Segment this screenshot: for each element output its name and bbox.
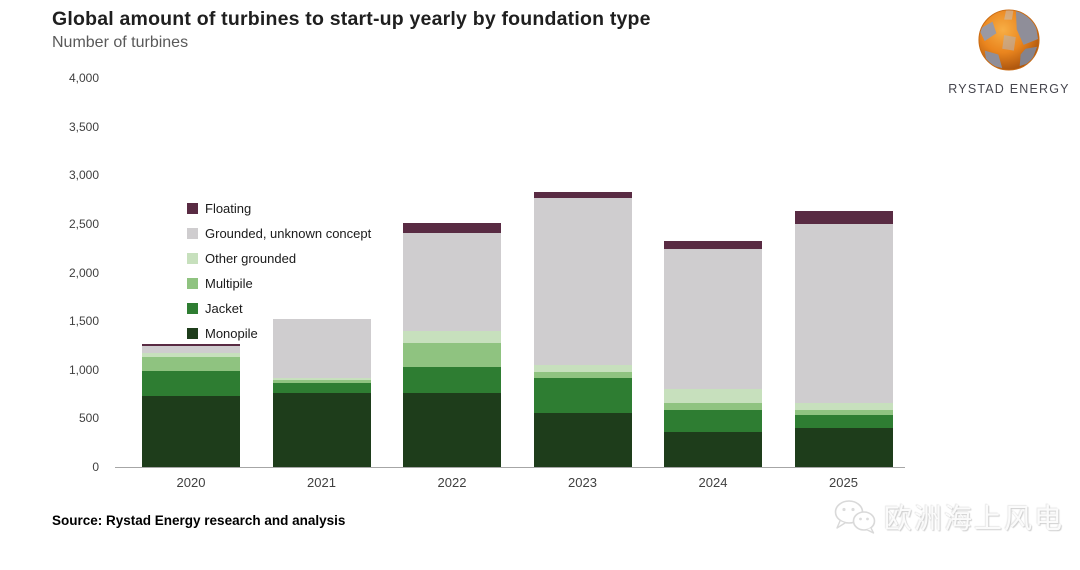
- x-tick-label-2020: 2020: [176, 475, 206, 490]
- bar-2021: [272, 319, 371, 467]
- legend-swatch-jacket: [187, 303, 198, 314]
- segment-floating-2024: [664, 241, 762, 250]
- segment-floating-2022: [403, 222, 501, 233]
- segment-grounded-unknown-concept-2024: [664, 249, 762, 390]
- stacked-bar-chart: 0 500 1,000 1,500 2,000 2,500 3,000 3,500 4,000 …: [0, 71, 920, 498]
- y-tick-label-3000: 3,000: [68, 168, 99, 183]
- bar-2025: [794, 211, 893, 467]
- y-tick-label-0: 0: [92, 460, 99, 474]
- legend-swatch-monopile: [187, 328, 198, 339]
- rystad-logo: RYSTAD ENERGY: [945, 8, 1073, 96]
- segment-jacket-2025: [794, 415, 893, 429]
- y-tick-label-2000: 2,000: [68, 265, 99, 280]
- segment-jacket-2020: [142, 370, 240, 397]
- segment-other-grounded-2025: [794, 402, 893, 410]
- segment-grounded-unknown-concept-2025: [794, 223, 893, 403]
- segment-other-grounded-2022: [403, 330, 501, 343]
- legend-item-monopile: Monopile: [187, 321, 371, 346]
- legend-label-other-grounded: Other grounded: [205, 251, 297, 266]
- segment-monopile-2022: [403, 393, 501, 467]
- legend-label-monopile: Monopile: [205, 326, 258, 341]
- segment-other-grounded-2023: [533, 364, 632, 372]
- segment-multipile-2025: [794, 409, 893, 416]
- x-tick-label-2025: 2025: [829, 475, 858, 490]
- source-note: Source: Rystad Energy research and analy…: [52, 513, 346, 528]
- segment-grounded-unknown-concept-2020: [142, 345, 240, 353]
- segment-floating-2025: [794, 211, 893, 224]
- y-tick-label-1000: 1,000: [68, 362, 99, 377]
- y-tick-label-3500: 3,500: [68, 119, 99, 134]
- segment-multipile-2022: [403, 342, 501, 367]
- y-tick-label-1500: 1,500: [68, 314, 99, 329]
- segment-floating-2020: [142, 344, 240, 346]
- legend-item-jacket: Jacket: [187, 296, 371, 321]
- legend-label-jacket: Jacket: [205, 301, 243, 316]
- watermark-text: 欧洲海上风电: [884, 503, 1065, 534]
- bar-2022: [403, 222, 501, 467]
- segment-jacket-2023: [533, 377, 632, 413]
- segment-jacket-2024: [664, 409, 762, 432]
- plot-area: 2020 2021 2022 2023 2024 2025: [115, 78, 905, 490]
- segment-grounded-unknown-concept-2023: [533, 197, 632, 365]
- y-axis-labels: 0 500 1,000 1,500 2,000 2,500 3,000 3,500 4,000: [0, 71, 105, 474]
- rystad-logo-text: RYSTAD ENERGY: [948, 82, 1070, 96]
- chart-subtitle: Number of turbines: [52, 34, 189, 51]
- segment-other-grounded-2024: [664, 389, 762, 403]
- wechat-icon: [834, 500, 876, 534]
- x-tick-label-2023: 2023: [568, 475, 597, 490]
- legend-swatch-multipile: [187, 278, 198, 289]
- y-tick-label-500: 500: [78, 411, 99, 426]
- watermark: 欧洲海上风电: [832, 497, 1064, 537]
- segment-monopile-2025: [794, 428, 893, 467]
- segment-multipile-2024: [664, 402, 762, 410]
- bar-2020: [142, 344, 240, 467]
- segment-monopile-2020: [142, 396, 240, 467]
- segment-other-grounded-2021: [272, 377, 371, 381]
- segment-monopile-2021: [272, 393, 371, 467]
- chart-legend: Floating Grounded, unknown concept Other g…: [187, 196, 371, 346]
- bar-2023: [533, 191, 632, 467]
- segment-multipile-2021: [272, 380, 371, 384]
- legend-label-floating: Floating: [205, 201, 252, 216]
- segment-monopile-2024: [664, 432, 762, 467]
- segment-multipile-2020: [142, 356, 240, 371]
- chart-title: Global amount of turbines to start-up ye…: [52, 8, 651, 30]
- x-tick-label-2024: 2024: [698, 475, 728, 490]
- legend-item-multipile: Multipile: [187, 271, 371, 296]
- y-tick-label-2500: 2,500: [68, 216, 99, 231]
- legend-item-other-grounded: Other grounded: [187, 246, 371, 271]
- segment-monopile-2023: [533, 412, 632, 467]
- legend-swatch-grounded-unknown-concept: [187, 228, 198, 239]
- x-tick-label-2022: 2022: [437, 475, 467, 490]
- legend-label-multipile: Multipile: [205, 276, 253, 291]
- legend-item-floating: Floating: [187, 196, 371, 221]
- segment-grounded-unknown-concept-2021: [272, 319, 371, 378]
- legend-item-grounded-unknown-concept: Grounded, unknown concept: [187, 221, 371, 246]
- legend-swatch-floating: [187, 203, 198, 214]
- segment-floating-2023: [533, 191, 632, 198]
- bar-2024: [664, 241, 762, 467]
- segment-jacket-2021: [272, 383, 371, 394]
- segment-other-grounded-2020: [142, 352, 240, 357]
- y-tick-label-4000: 4,000: [68, 71, 99, 85]
- rystad-logo-globe: [978, 9, 1040, 71]
- segment-grounded-unknown-concept-2022: [403, 232, 501, 331]
- legend-swatch-other-grounded: [187, 253, 198, 264]
- legend-label-grounded-unknown-concept: Grounded, unknown concept: [205, 226, 372, 241]
- segment-multipile-2023: [533, 371, 632, 378]
- segment-jacket-2022: [403, 366, 501, 394]
- x-tick-label-2021: 2021: [307, 475, 336, 490]
